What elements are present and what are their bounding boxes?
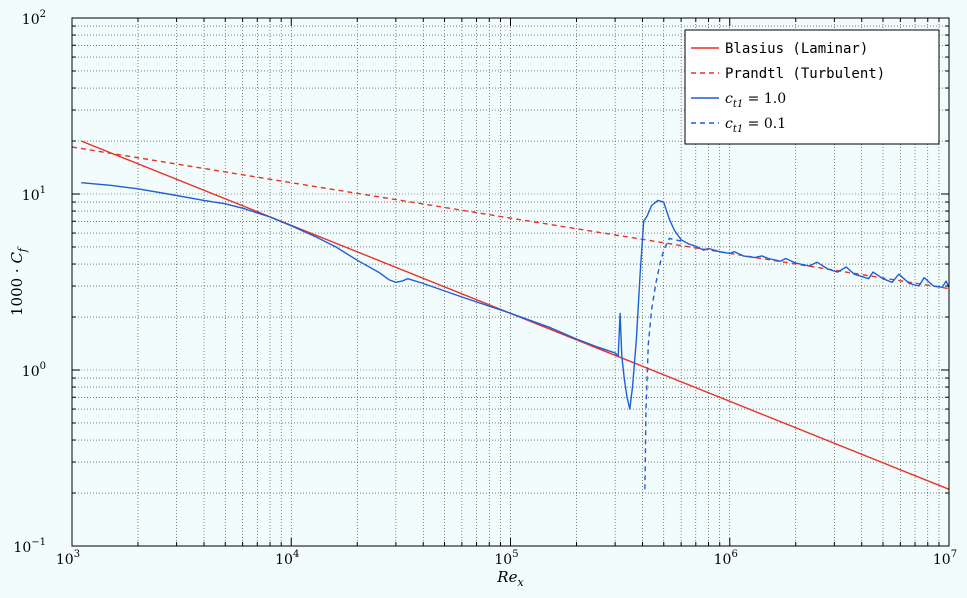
legend-entry: ct1 = 0.1 (725, 116, 786, 135)
legend: Blasius (Laminar) Prandtl (Turbulent) ct1 … (684, 29, 940, 145)
legend-box (684, 29, 940, 145)
x-tick-label: 104 (275, 549, 299, 568)
axis-ticks (71, 18, 949, 547)
x-tick-label: 107 (933, 549, 957, 568)
x-tick-label: 106 (714, 549, 738, 568)
y-tick-label: 102 (22, 9, 46, 28)
x-tick-label: 105 (494, 549, 518, 568)
legend-entry: ct1 = 1.0 (725, 91, 786, 110)
x-tick-label: 103 (56, 549, 80, 568)
x-axis-label: Rex (496, 568, 524, 589)
y-tick-label: 10−1 (13, 537, 46, 556)
y-tick-label: 101 (22, 185, 46, 204)
series-line-4 (644, 237, 682, 490)
y-tick-label: 100 (22, 361, 46, 380)
grid-lines (72, 18, 949, 546)
series-line-3 (81, 182, 950, 410)
legend-entry: Prandtl (Turbulent) (725, 66, 885, 82)
series-layer (71, 140, 950, 490)
legend-entry: Blasius (Laminar) (725, 41, 868, 57)
y-axis-label: 1000 · Cf (8, 246, 29, 316)
